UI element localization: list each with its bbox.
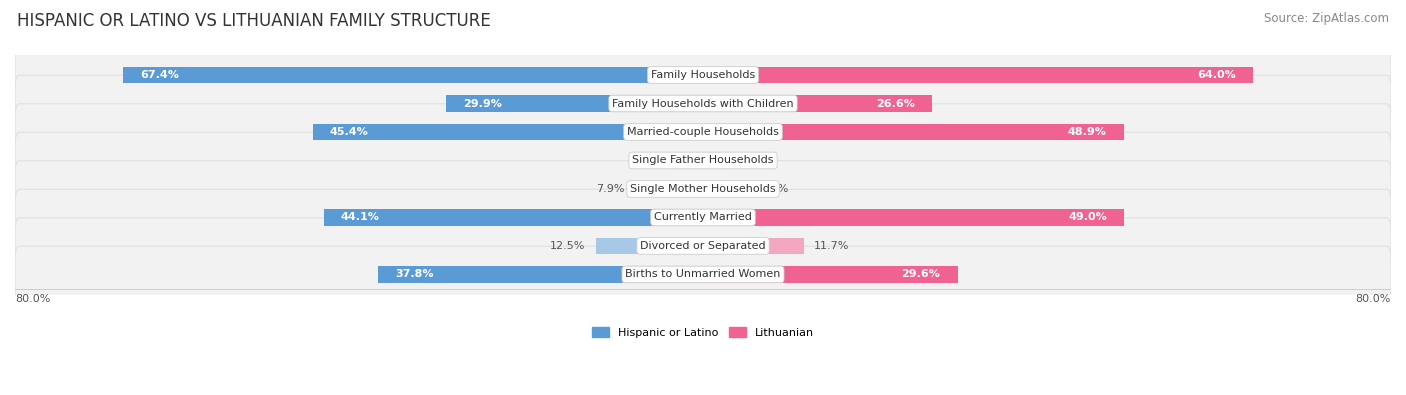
Bar: [703, 124, 1123, 140]
FancyBboxPatch shape: [15, 75, 1391, 132]
FancyBboxPatch shape: [15, 47, 1391, 103]
FancyBboxPatch shape: [15, 218, 1391, 274]
Text: 49.0%: 49.0%: [1069, 213, 1107, 222]
FancyBboxPatch shape: [15, 161, 1391, 217]
Text: Births to Unmarried Women: Births to Unmarried Women: [626, 269, 780, 279]
Text: 80.0%: 80.0%: [1355, 294, 1391, 304]
Bar: [636, 181, 703, 197]
Bar: [703, 238, 804, 254]
Bar: [446, 95, 703, 112]
FancyBboxPatch shape: [15, 246, 1391, 303]
FancyBboxPatch shape: [15, 132, 1391, 189]
Text: HISPANIC OR LATINO VS LITHUANIAN FAMILY STRUCTURE: HISPANIC OR LATINO VS LITHUANIAN FAMILY …: [17, 12, 491, 30]
Text: 48.9%: 48.9%: [1067, 127, 1107, 137]
Text: 11.7%: 11.7%: [814, 241, 849, 251]
Text: 2.8%: 2.8%: [640, 156, 669, 166]
Bar: [703, 95, 932, 112]
Text: 67.4%: 67.4%: [141, 70, 180, 80]
Bar: [703, 266, 957, 283]
Text: 37.8%: 37.8%: [395, 269, 433, 279]
Text: Currently Married: Currently Married: [654, 213, 752, 222]
Bar: [596, 238, 703, 254]
Bar: [679, 152, 703, 169]
Text: 80.0%: 80.0%: [15, 294, 51, 304]
Bar: [703, 152, 721, 169]
Bar: [703, 181, 749, 197]
Text: 64.0%: 64.0%: [1198, 70, 1236, 80]
Text: Single Mother Households: Single Mother Households: [630, 184, 776, 194]
Text: 44.1%: 44.1%: [340, 213, 380, 222]
Text: 12.5%: 12.5%: [550, 241, 585, 251]
Text: 26.6%: 26.6%: [876, 98, 914, 109]
Bar: [323, 209, 703, 226]
Text: Family Households: Family Households: [651, 70, 755, 80]
Bar: [312, 124, 703, 140]
Text: 2.1%: 2.1%: [731, 156, 759, 166]
Text: Family Households with Children: Family Households with Children: [612, 98, 794, 109]
FancyBboxPatch shape: [15, 189, 1391, 246]
Legend: Hispanic or Latino, Lithuanian: Hispanic or Latino, Lithuanian: [588, 323, 818, 342]
Bar: [703, 209, 1125, 226]
Bar: [378, 266, 703, 283]
Text: Divorced or Separated: Divorced or Separated: [640, 241, 766, 251]
Text: 29.6%: 29.6%: [901, 269, 941, 279]
Text: Married-couple Households: Married-couple Households: [627, 127, 779, 137]
Text: 29.9%: 29.9%: [463, 98, 502, 109]
Bar: [703, 67, 1253, 83]
Text: 45.4%: 45.4%: [330, 127, 368, 137]
Text: 5.4%: 5.4%: [759, 184, 789, 194]
Bar: [124, 67, 703, 83]
FancyBboxPatch shape: [15, 104, 1391, 160]
Text: 7.9%: 7.9%: [596, 184, 624, 194]
Text: Single Father Households: Single Father Households: [633, 156, 773, 166]
Text: Source: ZipAtlas.com: Source: ZipAtlas.com: [1264, 12, 1389, 25]
